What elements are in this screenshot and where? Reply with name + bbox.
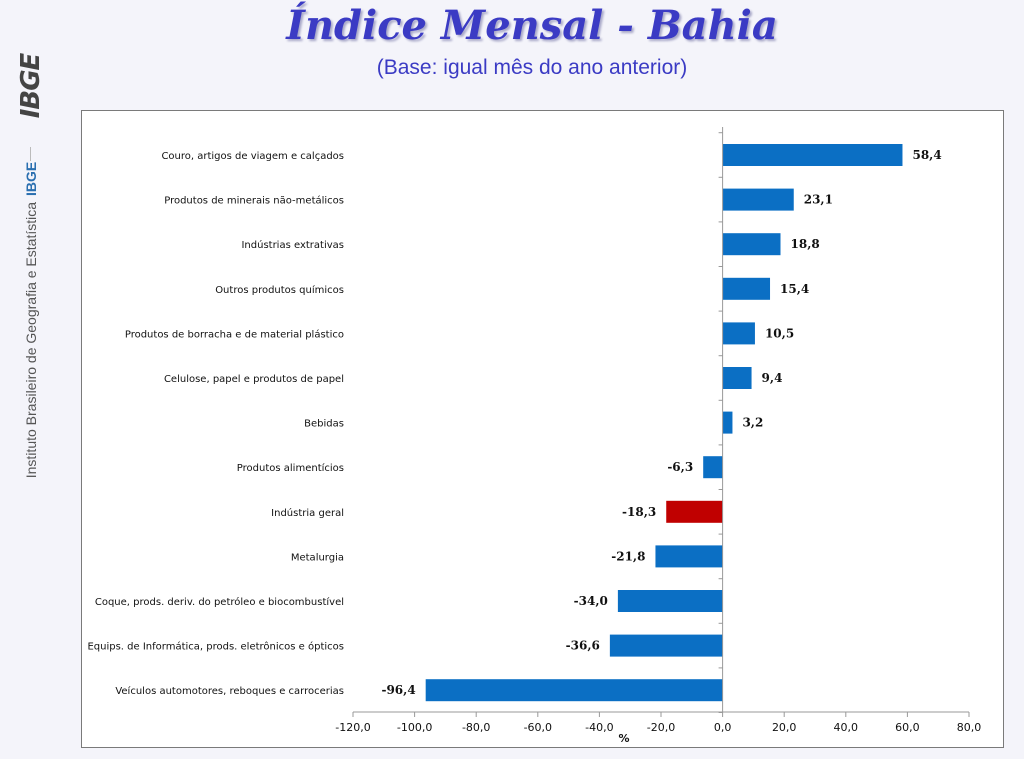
data-label: -36,6 xyxy=(566,639,600,653)
category-label: Outros produtos químicos xyxy=(215,284,344,296)
x-tick-label: -120,0 xyxy=(335,721,370,734)
category-label: Coque, prods. deriv. do petróleo e bioco… xyxy=(95,596,344,608)
x-axis-title: % xyxy=(619,732,630,745)
chart-panel: Couro, artigos de viagem e calçados 58,4 P… xyxy=(81,110,1004,748)
x-tick-label: 80,0 xyxy=(957,721,982,734)
bar xyxy=(722,411,733,434)
x-tick-label: -20,0 xyxy=(647,721,675,734)
x-tick-label: 40,0 xyxy=(834,721,859,734)
category-label: Indústrias extrativas xyxy=(241,239,344,251)
category-label: Couro, artigos de viagem e calçados xyxy=(161,151,344,162)
institute-acronym: IBGE xyxy=(23,161,39,196)
bar xyxy=(722,367,752,389)
category-label: Produtos alimentícios xyxy=(237,462,344,474)
x-tick-label: 20,0 xyxy=(772,721,797,734)
category-label: Metalurgia xyxy=(291,552,344,563)
bar xyxy=(722,322,755,345)
sidebar-divider xyxy=(30,147,31,161)
page-subtitle: (Base: igual mês do ano anterior) xyxy=(376,56,688,79)
bar xyxy=(609,634,723,657)
data-label: -96,4 xyxy=(381,683,415,697)
x-tick-label: -80,0 xyxy=(462,721,490,734)
bar xyxy=(617,590,723,612)
data-label: 18,8 xyxy=(791,237,820,251)
data-label: -34,0 xyxy=(574,594,608,608)
category-label: Celulose, papel e produtos de papel xyxy=(164,374,344,385)
category-label: Bebidas xyxy=(304,419,344,430)
page-title: Índice Mensal - Bahia xyxy=(286,2,778,49)
x-tick-label: -100,0 xyxy=(397,721,432,734)
data-label: -18,3 xyxy=(622,505,656,519)
data-label: -6,3 xyxy=(667,460,693,474)
category-label: Veículos automotores, reboques e carroce… xyxy=(115,685,344,697)
data-label: 15,4 xyxy=(780,282,809,296)
data-label: 23,1 xyxy=(804,193,833,207)
x-tick-label: -40,0 xyxy=(585,721,613,734)
bar xyxy=(722,144,903,166)
x-tick-label: 60,0 xyxy=(895,721,920,734)
bar xyxy=(722,188,794,211)
data-label: 58,4 xyxy=(912,148,941,162)
x-tick-label: 0,0 xyxy=(714,721,732,734)
category-label: Indústria geral xyxy=(271,507,344,519)
bar xyxy=(425,679,723,702)
bar xyxy=(666,500,723,523)
data-label: 9,4 xyxy=(762,371,783,385)
category-label: Produtos de minerais não-metálicos xyxy=(164,195,344,207)
bar xyxy=(722,277,771,300)
institute-name: Instituto Brasileiro de Geografia e Esta… xyxy=(23,162,39,478)
bar-chart: Couro, artigos de viagem e calçados 58,4 P… xyxy=(87,127,982,745)
category-label: Equips. de Informática, prods. eletrônic… xyxy=(87,641,344,653)
x-tick-label: -60,0 xyxy=(524,721,552,734)
data-label: 10,5 xyxy=(765,326,794,340)
bar xyxy=(703,456,723,479)
institute-full-name: Instituto Brasileiro de Geografia e Esta… xyxy=(23,201,39,479)
bar xyxy=(722,233,781,256)
sidebar: IBGE Instituto Brasileiro de Geografia e… xyxy=(0,0,62,759)
category-label: Produtos de borracha e de material plást… xyxy=(125,328,344,340)
bar xyxy=(655,545,723,568)
data-label: 3,2 xyxy=(742,416,763,430)
data-label: -21,8 xyxy=(611,549,645,563)
